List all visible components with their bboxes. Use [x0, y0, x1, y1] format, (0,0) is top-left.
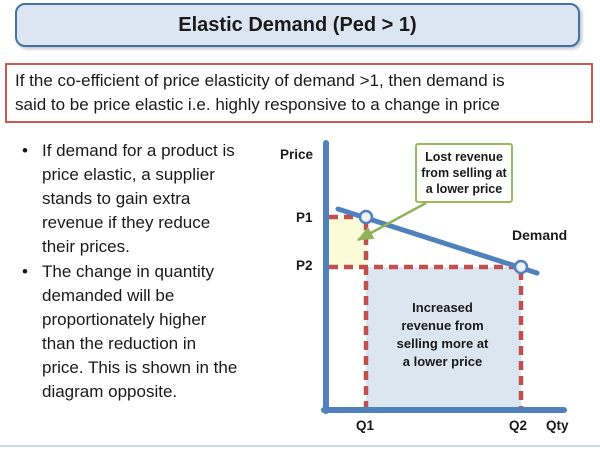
- lost-revenue-callout: Lost revenue from selling at a lower pri…: [415, 143, 513, 203]
- callout-arrow: [356, 201, 427, 242]
- bullet-line: If demand for a product is: [42, 141, 235, 160]
- area-text-line: revenue from: [401, 318, 484, 333]
- slide-bottom-border: [0, 445, 600, 447]
- bullet-line: demanded will be: [42, 286, 175, 305]
- point-p2-q2-marker: [513, 259, 529, 275]
- increased-revenue-label: Increased revenue from selling more at a…: [375, 299, 510, 371]
- point-p1-q1-marker: [358, 209, 374, 225]
- callout-line: from selling at: [421, 166, 507, 180]
- callout-line: Lost revenue: [425, 150, 503, 164]
- x-axis-label: Qty: [546, 418, 569, 433]
- bullet-line: their prices.: [42, 237, 130, 256]
- demand-curve-label: Demand: [512, 227, 568, 243]
- definition-line: said to be price elastic i.e. highly res…: [15, 95, 500, 114]
- definition-box: If the co-efficient of price elasticity …: [5, 63, 593, 123]
- bullet-line: The change in quantity: [42, 262, 215, 281]
- slide-title: Elastic Demand (Ped > 1): [178, 13, 417, 36]
- bullet-line: price elastic, a supplier: [42, 165, 215, 184]
- bullet-item: If demand for a product is price elastic…: [20, 139, 282, 259]
- definition-line: If the co-efficient of price elasticity …: [15, 71, 505, 90]
- p1-label: P1: [296, 210, 313, 225]
- q1-label: Q1: [356, 418, 375, 433]
- demand-diagram: Price P1 P2 Q1 Q2 Qty Demand Lost revenu…: [280, 130, 600, 454]
- bullet-line: diagram opposite.: [42, 382, 178, 401]
- bullet-line: than the reduction in: [42, 334, 197, 353]
- bullet-line: revenue if they reduce: [42, 213, 211, 232]
- p2-label: P2: [296, 258, 313, 273]
- q2-label: Q2: [509, 418, 528, 433]
- title-bar: Elastic Demand (Ped > 1): [15, 3, 580, 47]
- bullet-list: If demand for a product is price elastic…: [20, 139, 282, 405]
- bullet-line: price. This is shown in the: [42, 358, 238, 377]
- area-text-line: selling more at: [396, 336, 489, 351]
- y-axis-label: Price: [280, 147, 314, 162]
- bullet-item: The change in quantity demanded will be …: [20, 260, 282, 404]
- bullet-line: proportionately higher: [42, 310, 207, 329]
- increased-revenue-area: [366, 267, 521, 410]
- demand-diagram-canvas: [321, 140, 567, 414]
- lost-revenue-area: [329, 217, 366, 267]
- area-text-line: Increased: [412, 300, 473, 315]
- area-text-line: a lower price: [402, 354, 483, 369]
- callout-line: a lower price: [425, 182, 503, 196]
- bullet-line: stands to gain extra: [42, 189, 191, 208]
